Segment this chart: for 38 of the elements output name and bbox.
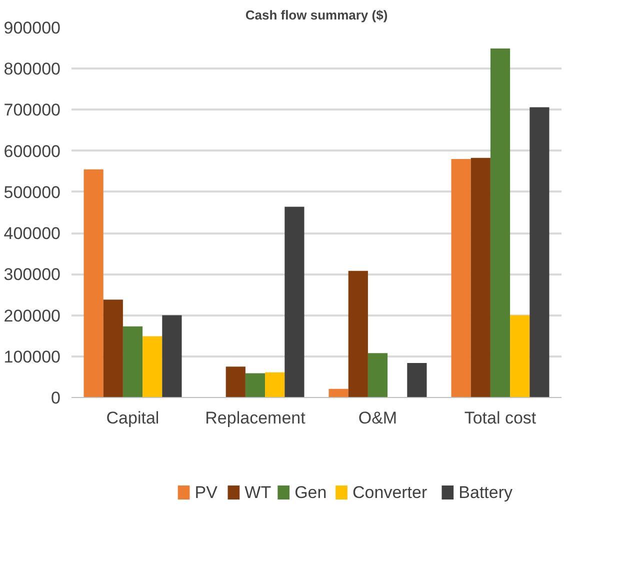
bar	[162, 315, 182, 398]
bar	[328, 388, 348, 398]
bar	[451, 159, 471, 398]
x-tick-label: Total cost	[464, 408, 536, 428]
legend-label: PV	[194, 483, 218, 502]
y-tick-label: 200000	[4, 306, 61, 326]
y-tick-label: 700000	[4, 100, 61, 120]
bar	[530, 107, 550, 398]
legend-label: Converter	[352, 483, 428, 502]
legend-label: Gen	[294, 483, 327, 502]
bar	[226, 366, 246, 398]
bar	[142, 336, 162, 398]
x-tick-label: Capital	[106, 408, 160, 428]
bar	[122, 326, 143, 398]
y-tick-label: 400000	[4, 224, 61, 244]
bar	[470, 158, 490, 398]
y-tick-label: 600000	[4, 142, 61, 161]
y-tick-label: 900000	[4, 18, 61, 38]
y-tick-label: 0	[51, 388, 61, 408]
bar	[103, 300, 123, 398]
y-tick-label: 300000	[4, 265, 61, 284]
bar	[490, 48, 510, 398]
bar	[265, 372, 285, 398]
bar	[284, 206, 304, 398]
bar	[510, 315, 530, 398]
y-tick-label: 500000	[4, 182, 61, 202]
bar	[407, 362, 427, 398]
x-tick-label: Replacement	[205, 408, 306, 428]
legend-label: WT	[244, 483, 272, 502]
bar	[245, 373, 266, 398]
x-tick-label: O&M	[358, 408, 398, 428]
bar	[348, 270, 368, 398]
bar	[368, 353, 388, 398]
y-tick-label: 100000	[4, 347, 61, 366]
y-tick-label: 800000	[4, 60, 61, 79]
bar	[84, 169, 104, 398]
legend-label: Battery	[458, 483, 514, 502]
chart-title: Cash flow summary ($)	[245, 8, 388, 22]
